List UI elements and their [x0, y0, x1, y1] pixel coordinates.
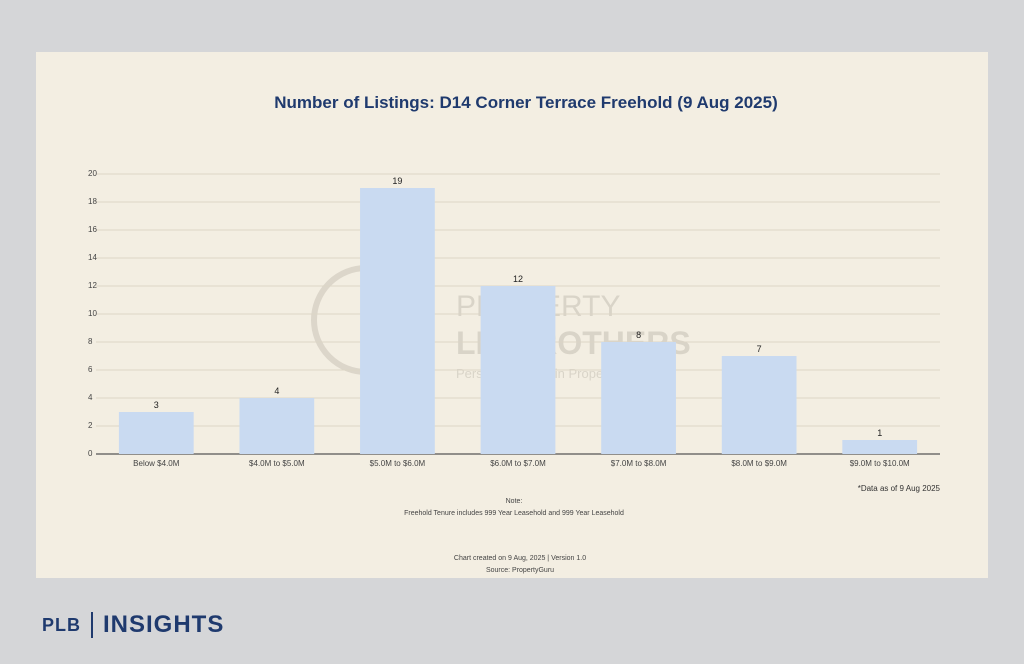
x-tick-label: $5.0M to $6.0M	[370, 459, 426, 468]
chart: PROPERTY LIMBROTHERS Personal Wealth in …	[88, 93, 941, 574]
y-tick-label: 12	[88, 281, 97, 290]
y-tick-label: 20	[88, 169, 97, 178]
x-tick-label: $4.0M to $5.0M	[249, 459, 305, 468]
bar	[721, 356, 797, 454]
bar	[842, 440, 918, 454]
y-tick-label: 6	[88, 365, 93, 374]
bar-data-label: 19	[392, 176, 402, 186]
bar	[601, 342, 676, 454]
y-tick-label: 16	[88, 225, 97, 234]
y-tick-label: 14	[88, 253, 97, 262]
brand-plb: PLB	[42, 614, 81, 635]
x-tick-label: Below $4.0M	[133, 459, 180, 468]
bar	[480, 286, 556, 454]
x-axis: Below $4.0M $4.0M to $5.0M $5.0M to $6.0M $…	[133, 459, 910, 468]
x-tick-label: $7.0M to $8.0M	[611, 459, 667, 468]
note-text: Freehold Tenure includes 999 Year Leaseh…	[404, 510, 624, 517]
source-text: Source: PropertyGuru	[486, 567, 554, 574]
bar-data-label: 12	[513, 274, 523, 284]
brand-logo: PLB INSIGHTS	[42, 610, 224, 640]
bar	[118, 412, 194, 454]
chart-title: Number of Listings: D14 Corner Terrace F…	[274, 93, 778, 112]
data-as-of-note: *Data as of 9 Aug 2025	[858, 484, 941, 493]
bar-data-label: 1	[877, 428, 882, 438]
chart-created-text: Chart created on 9 Aug, 2025 | Version 1…	[454, 555, 586, 562]
chart-card: PROPERTY LIMBROTHERS Personal Wealth in …	[36, 52, 988, 578]
bars: 3 4 19 12 8 7 1	[118, 176, 918, 454]
bar-data-label: 8	[636, 330, 641, 340]
brand-insights: INSIGHTS	[103, 611, 225, 638]
y-tick-label: 4	[88, 393, 93, 402]
x-tick-label: $9.0M to $10.0M	[850, 459, 910, 468]
bar	[360, 188, 435, 454]
bar-data-label: 3	[154, 400, 159, 410]
y-tick-label: 18	[88, 197, 97, 206]
y-axis: 0 2 4 6 8 10 12 14 16 18 20	[88, 169, 97, 458]
bar-data-label: 7	[757, 344, 762, 354]
y-tick-label: 2	[88, 421, 93, 430]
x-tick-label: $6.0M to $7.0M	[490, 459, 546, 468]
y-tick-label: 10	[88, 309, 97, 318]
x-tick-label: $8.0M to $9.0M	[731, 459, 787, 468]
y-tick-label: 0	[88, 449, 93, 458]
bar-data-label: 4	[274, 386, 279, 396]
note-heading: Note:	[506, 498, 523, 505]
brand-divider	[91, 612, 93, 638]
bar	[239, 398, 315, 454]
y-tick-label: 8	[88, 337, 93, 346]
